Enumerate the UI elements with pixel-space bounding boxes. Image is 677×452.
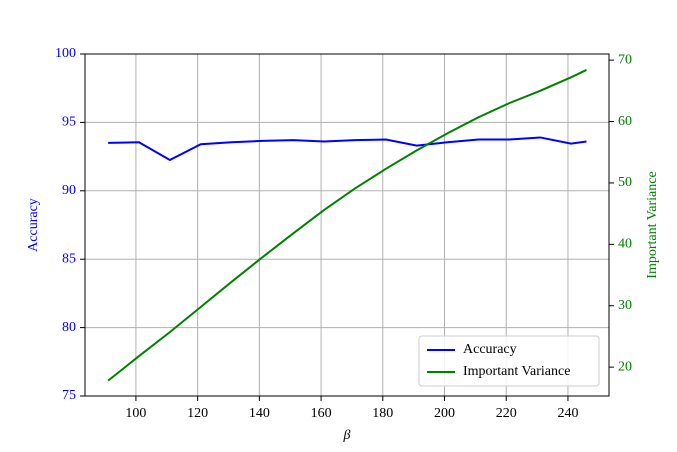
y-tick-label: 100 (55, 46, 76, 61)
legend-label: Important Variance (463, 364, 570, 379)
y2-tick-label: 70 (618, 52, 632, 67)
y-tick-label: 90 (62, 183, 76, 198)
x-tick-label: 100 (125, 406, 146, 421)
x-tick-label: 180 (372, 406, 393, 421)
y-axis-label: Accuracy (26, 198, 41, 252)
y-tick-label: 75 (62, 388, 76, 403)
x-tick-label: 120 (187, 406, 208, 421)
y2-tick-label: 40 (618, 237, 632, 252)
legend-label: Accuracy (463, 342, 517, 357)
x-tick-label: 200 (434, 406, 455, 421)
y-tick-label: 80 (62, 320, 76, 335)
x-tick-label: 240 (557, 406, 578, 421)
y-tick-label: 95 (62, 115, 76, 130)
x-tick-label: 220 (496, 406, 517, 421)
y2-tick-label: 20 (618, 359, 632, 374)
x-tick-label: 140 (249, 406, 270, 421)
line (107, 69, 587, 382)
y2-tick-label: 30 (618, 298, 632, 313)
x-tick-label: 160 (311, 406, 332, 421)
y2-tick-label: 60 (618, 114, 632, 129)
legend-box (418, 335, 600, 387)
plot-frame (84, 53, 610, 397)
line (108, 136, 587, 162)
y2-axis-label: Important Variance (645, 171, 660, 278)
x-axis-label: β (343, 428, 351, 443)
y-tick-label: 85 (62, 251, 76, 266)
y2-tick-label: 50 (618, 175, 632, 190)
